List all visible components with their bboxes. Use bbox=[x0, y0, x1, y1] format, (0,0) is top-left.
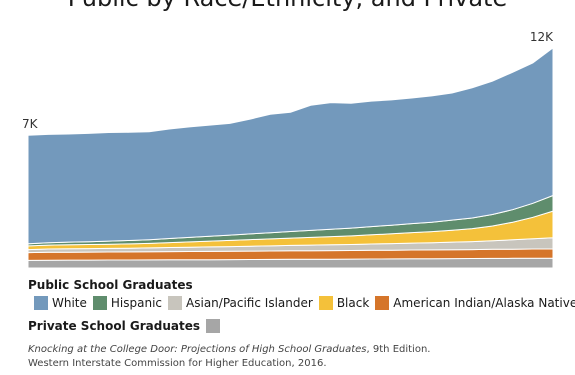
end-value-label: 12K bbox=[530, 30, 554, 44]
legend-item: Hispanic bbox=[92, 296, 163, 310]
legend-swatch bbox=[92, 296, 107, 310]
legend-label: Black bbox=[336, 296, 370, 310]
chart-title: Public by Race/Ethnicity, and Private bbox=[0, 0, 575, 12]
source-line-2: Western Interstate Commission for Higher… bbox=[28, 358, 327, 369]
legend-label: Hispanic bbox=[110, 296, 163, 310]
public-legend: White Hispanic Asian/Pacific Islander Black… bbox=[34, 296, 575, 310]
private-legend-heading: Private School Graduates bbox=[28, 319, 224, 333]
legend-item: Black bbox=[318, 296, 370, 310]
legend-item: Asian/Pacific Islander bbox=[168, 296, 313, 310]
start-value-label: 7K bbox=[22, 117, 39, 131]
public-legend-heading: Public School Graduates bbox=[28, 278, 193, 292]
series-areas bbox=[27, 46, 554, 269]
legend-label: American Indian/Alaska Native bbox=[393, 296, 575, 310]
legend-item: White bbox=[34, 296, 87, 310]
legend-swatch bbox=[34, 296, 48, 310]
area-white bbox=[27, 46, 554, 245]
private-legend-label: Private School Graduates bbox=[28, 319, 200, 333]
source-line-1: Knocking at the College Door: Projection… bbox=[28, 344, 430, 355]
legend-swatch bbox=[318, 296, 333, 310]
legend-swatch bbox=[375, 296, 390, 310]
legend-item: American Indian/Alaska Native bbox=[375, 296, 575, 310]
stacked-area-chart: 7K 12K bbox=[22, 30, 554, 269]
private-legend-swatch bbox=[206, 319, 220, 333]
source-title: Knocking at the College Door: Projection… bbox=[28, 344, 367, 355]
legend-label: White bbox=[52, 296, 87, 310]
legend-swatch bbox=[168, 296, 183, 310]
legend-label: Asian/Pacific Islander bbox=[186, 296, 313, 310]
source-edition: , 9th Edition. bbox=[366, 344, 431, 355]
